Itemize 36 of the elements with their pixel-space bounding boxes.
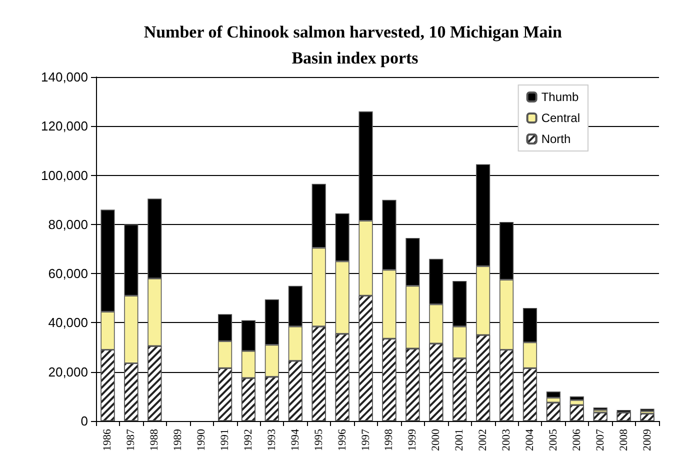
x-tick-label: 2007 [594, 428, 606, 451]
chart-title: Number of Chinook salmon harvested, 10 Michigan Main Basin index ports [144, 22, 566, 68]
y-tick-label: 100,000 [41, 168, 88, 183]
x-tick-label: 1997 [360, 428, 372, 451]
x-tick-label: 2004 [524, 428, 536, 451]
x-tick-label: 1993 [266, 428, 278, 451]
x-tick-label: 1995 [312, 428, 325, 451]
x-tick-label: 1987 [125, 428, 138, 451]
x-tick-label: 1992 [242, 429, 254, 451]
y-tick-label: 0 [80, 414, 88, 428]
y-tick-label: 80,000 [48, 216, 88, 232]
y-tick-label: 140,000 [41, 70, 88, 84]
x-tick-label: 2001 [454, 429, 466, 451]
y-tick-label: 40,000 [48, 315, 88, 330]
y-tick-label: 120,000 [41, 118, 88, 134]
x-tick-label: 1999 [406, 428, 419, 451]
x-tick-label: 1996 [336, 428, 348, 451]
legend-label: Thumb [541, 90, 579, 104]
x-tick-label: 2005 [547, 428, 560, 451]
x-tick-label: 1986 [102, 428, 114, 451]
x-tick-label: 2003 [500, 428, 513, 451]
x-tick-label: 1990 [196, 428, 208, 451]
x-tick-label: 2000 [430, 428, 442, 451]
x-tick-label: 1994 [289, 428, 302, 451]
x-tick-label: 1998 [383, 428, 396, 451]
x-tick-label: 2006 [570, 428, 583, 451]
legend-label: Central [541, 111, 580, 125]
x-tick-label: 2009 [641, 428, 654, 451]
x-tick-label: 1988 [148, 428, 161, 451]
x-tick-label: 1991 [219, 429, 232, 451]
x-tick-label: 2002 [477, 429, 490, 451]
y-tick-label: 20,000 [48, 364, 88, 380]
x-tick-label: 2008 [618, 428, 630, 451]
x-tick-label: 1989 [172, 428, 184, 451]
legend-label: North [541, 132, 571, 146]
y-tick-label: 60,000 [48, 266, 88, 282]
